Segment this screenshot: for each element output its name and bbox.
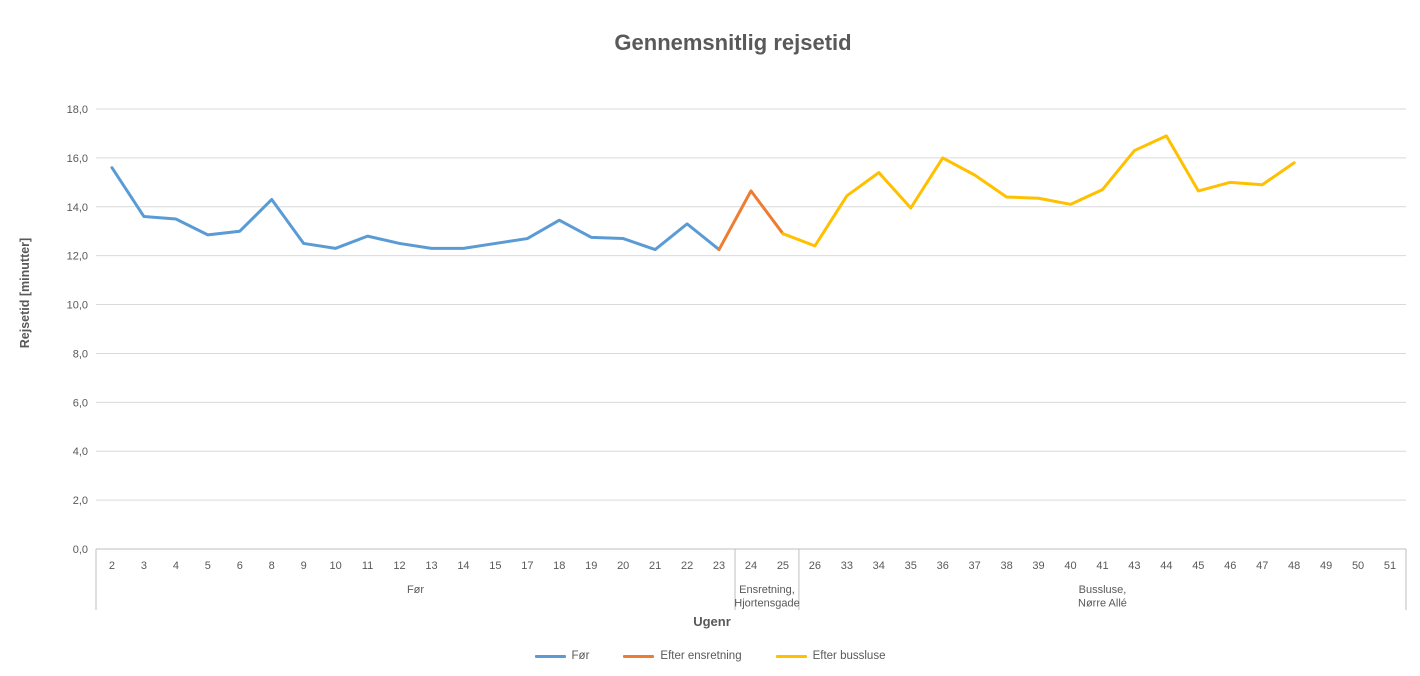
x-tick-label: 39 [1032,560,1044,572]
x-tick-label: 44 [1160,560,1172,572]
series-line [717,189,785,252]
x-tick-label: 4 [173,560,179,572]
x-tick-label: 15 [489,560,501,572]
x-tick-label: 2 [109,560,115,572]
y-tick-label: 14,0 [67,202,88,214]
x-tick-label: 21 [649,560,661,572]
legend-item: Efter bussluse [775,650,886,662]
x-tick-label: 3 [141,560,147,572]
x-group-label: Før [407,584,424,596]
legend-line-swatch [775,654,807,658]
x-tick-label: 12 [393,560,405,572]
x-tick-label: 9 [301,560,307,572]
y-tick-label: 6,0 [73,397,88,409]
legend-item: Før [534,650,590,662]
x-tick-label: 48 [1288,560,1300,572]
x-tick-label: 20 [617,560,629,572]
x-group-label: Bussluse, [1079,584,1127,596]
x-tick-label: 11 [362,560,373,572]
x-tick-label: 5 [205,560,211,572]
x-tick-label: 6 [237,560,243,572]
x-tick-label: 18 [553,560,565,572]
x-axis-title: Ugenr [693,614,731,629]
x-tick-label: 50 [1352,560,1364,572]
x-tick-label: 14 [457,560,469,572]
legend-item: Efter ensretning [623,650,742,662]
y-tick-label: 10,0 [67,300,88,312]
x-tick-label: 38 [1000,560,1012,572]
y-tick-label: 18,0 [67,104,88,116]
x-tick-label: 36 [937,560,949,572]
series-line [781,134,1296,248]
x-tick-label: 26 [809,560,821,572]
x-tick-label: 23 [713,560,725,572]
x-tick-label: 46 [1224,560,1236,572]
x-tick-label: 51 [1384,560,1396,572]
x-tick-label: 41 [1096,560,1108,572]
y-tick-label: 4,0 [73,446,88,458]
x-tick-label: 13 [425,560,437,572]
x-tick-label: 34 [873,560,885,572]
x-group-label: Hjortensgade [734,598,799,610]
y-tick-label: 16,0 [67,153,88,165]
x-group-label: Nørre Allé [1078,598,1127,610]
x-tick-label: 25 [777,560,789,572]
legend-line-swatch [534,654,566,658]
x-group-label: Ensretning, [739,584,795,596]
legend-label: Efter bussluse [812,650,886,662]
x-tick-label: 40 [1064,560,1076,572]
y-tick-label: 12,0 [67,251,88,263]
chart-title: Gennemsnitlig rejsetid [614,30,852,55]
legend-label: Efter ensretning [660,650,742,662]
x-tick-label: 22 [681,560,693,572]
x-tick-label: 33 [841,560,853,572]
y-tick-label: 0,0 [73,544,88,556]
x-tick-label: 35 [905,560,917,572]
x-tick-label: 24 [745,560,757,572]
x-tick-label: 43 [1128,560,1140,572]
y-tick-label: 2,0 [73,495,88,507]
x-tick-label: 10 [330,560,342,572]
y-tick-label: 8,0 [73,348,88,360]
series-line [110,166,721,252]
legend-line-swatch [623,654,655,658]
legend-label: Før [571,650,590,662]
x-tick-label: 47 [1256,560,1268,572]
x-tick-label: 8 [269,560,275,572]
x-tick-label: 37 [969,560,981,572]
x-tick-label: 19 [585,560,597,572]
legend: Før Efter ensretning Efter bussluse [0,645,1420,667]
x-tick-label: 45 [1192,560,1204,572]
x-tick-label: 17 [521,560,533,572]
x-tick-label: 49 [1320,560,1332,572]
